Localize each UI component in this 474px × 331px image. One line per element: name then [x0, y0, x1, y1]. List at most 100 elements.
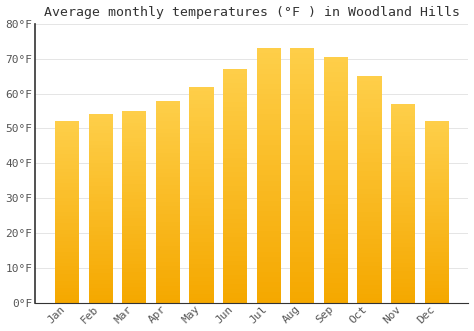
Bar	[256, 293, 281, 298]
Bar	[391, 199, 415, 203]
Bar	[190, 285, 214, 290]
Bar	[190, 190, 214, 195]
Bar	[324, 283, 348, 288]
Bar	[256, 64, 281, 69]
Bar	[190, 169, 214, 173]
Bar	[122, 165, 146, 168]
Bar	[190, 255, 214, 260]
Bar	[425, 154, 449, 158]
Bar	[256, 155, 281, 160]
Bar	[156, 266, 180, 270]
Bar	[324, 141, 348, 145]
Bar	[425, 219, 449, 223]
Bar	[391, 120, 415, 124]
Bar	[391, 167, 415, 171]
Bar	[190, 182, 214, 186]
Bar	[256, 181, 281, 186]
Bar	[425, 176, 449, 179]
Bar	[256, 267, 281, 272]
Bar	[190, 104, 214, 108]
Bar	[89, 280, 113, 284]
Bar	[89, 242, 113, 246]
Bar	[156, 165, 180, 169]
Bar	[89, 269, 113, 272]
Bar	[290, 160, 314, 165]
Bar	[391, 207, 415, 211]
Bar	[89, 133, 113, 137]
Bar	[290, 170, 314, 175]
Bar	[223, 191, 247, 195]
Bar	[190, 156, 214, 160]
Bar	[256, 231, 281, 237]
Bar	[256, 99, 281, 104]
Bar	[256, 135, 281, 140]
Bar	[256, 160, 281, 165]
Bar	[55, 266, 79, 270]
Bar	[122, 157, 146, 161]
Bar	[122, 260, 146, 264]
Bar	[290, 257, 314, 262]
Bar	[55, 292, 79, 295]
Bar	[391, 263, 415, 267]
Bar	[55, 154, 79, 158]
Bar	[391, 164, 415, 167]
Bar	[156, 185, 180, 189]
Bar	[122, 249, 146, 253]
Bar	[156, 161, 180, 165]
Bar	[256, 74, 281, 79]
Bar	[55, 201, 79, 205]
Bar	[290, 119, 314, 124]
Bar	[89, 258, 113, 261]
Bar	[89, 160, 113, 164]
Bar	[256, 257, 281, 262]
Bar	[55, 223, 79, 226]
Bar	[156, 157, 180, 161]
Bar	[357, 176, 382, 180]
Bar	[89, 126, 113, 129]
Bar	[357, 108, 382, 113]
Bar	[256, 94, 281, 99]
Bar	[122, 245, 146, 249]
Bar	[425, 256, 449, 259]
Bar	[122, 115, 146, 119]
Bar	[156, 113, 180, 117]
Bar	[425, 205, 449, 209]
Bar	[324, 57, 348, 62]
Bar	[357, 221, 382, 226]
Bar	[190, 195, 214, 199]
Bar	[223, 83, 247, 88]
Bar	[324, 180, 348, 185]
Bar	[190, 242, 214, 247]
Bar	[190, 294, 214, 298]
Bar	[122, 122, 146, 126]
Bar	[425, 234, 449, 237]
Bar	[156, 246, 180, 250]
Bar	[425, 158, 449, 161]
Bar	[425, 172, 449, 176]
Bar	[290, 64, 314, 69]
Bar	[55, 168, 79, 172]
Bar	[55, 121, 79, 125]
Bar	[256, 272, 281, 277]
Bar	[190, 147, 214, 151]
Bar	[89, 224, 113, 227]
Bar	[190, 203, 214, 208]
Bar	[425, 252, 449, 256]
Bar	[190, 277, 214, 281]
Bar	[290, 175, 314, 181]
Bar	[290, 262, 314, 267]
Bar	[391, 152, 415, 156]
Bar	[324, 126, 348, 131]
Bar	[391, 295, 415, 299]
Bar	[357, 235, 382, 239]
Bar	[290, 94, 314, 99]
Bar	[122, 272, 146, 276]
Bar	[425, 277, 449, 281]
Bar	[89, 213, 113, 216]
Bar	[391, 183, 415, 187]
Bar	[122, 241, 146, 245]
Bar	[223, 125, 247, 130]
Bar	[357, 199, 382, 203]
Bar	[223, 298, 247, 303]
Bar	[223, 144, 247, 149]
